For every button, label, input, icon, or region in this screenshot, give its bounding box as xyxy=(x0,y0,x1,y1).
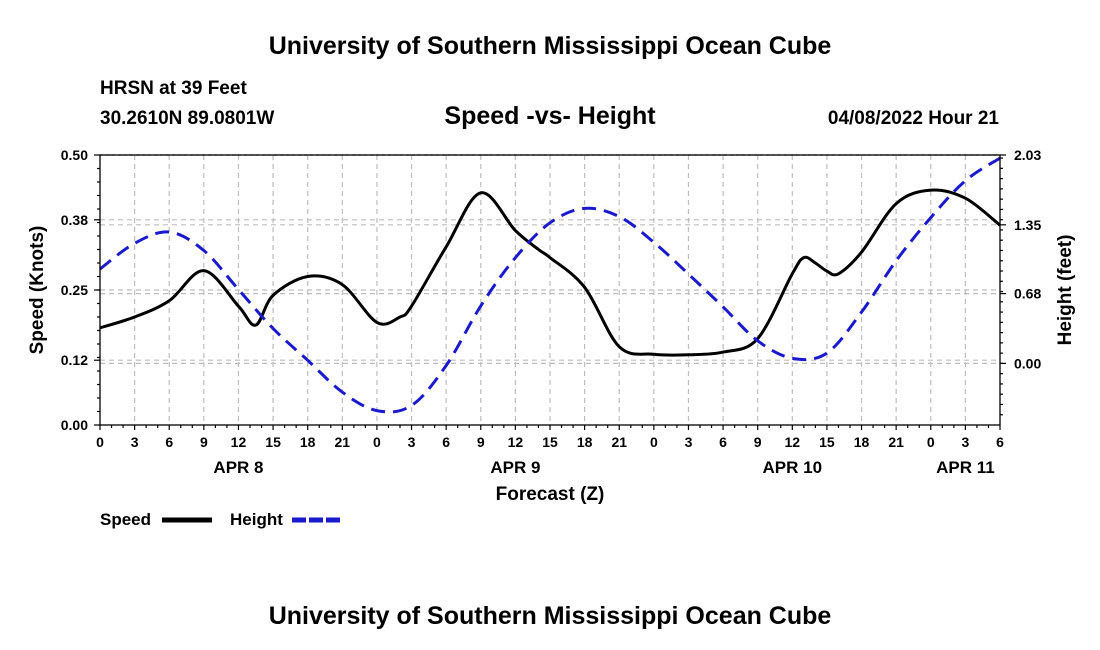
x-tick-label: 6 xyxy=(719,434,727,450)
x-tick-label: 15 xyxy=(819,434,835,450)
x-tick-label: 18 xyxy=(854,434,870,450)
timestamp-label: 04/08/2022 Hour 21 xyxy=(828,108,1000,129)
x-tick-label: 15 xyxy=(542,434,558,450)
y-right-tick-label: 2.03 xyxy=(1014,147,1041,163)
grid xyxy=(100,154,1000,425)
x-tick-label: 0 xyxy=(927,434,935,450)
x-tick-label: 18 xyxy=(577,434,593,450)
x-tick-label: 9 xyxy=(477,434,485,450)
y-right-tick-label: 0.68 xyxy=(1014,286,1041,302)
y-axis-label-left: Speed (Knots) xyxy=(27,226,48,355)
axis-ticks: 0 3 6 9 12 15 18 21 0 3 6 9 12 15 18 21 0 3 6 9 12 15 18 21 0 3 6A… xyxy=(61,147,1042,477)
y-right-tick-label: 0.00 xyxy=(1014,355,1041,371)
x-day-label: APR 9 xyxy=(490,458,540,477)
x-tick-label: 21 xyxy=(888,434,904,450)
x-tick-label: 15 xyxy=(265,434,281,450)
x-day-label: APR 10 xyxy=(763,458,823,477)
x-tick-label: 12 xyxy=(508,434,524,450)
x-axis-label: Forecast (Z) xyxy=(496,484,605,505)
x-tick-label: 12 xyxy=(231,434,247,450)
x-tick-label: 6 xyxy=(996,434,1004,450)
x-tick-label: 12 xyxy=(785,434,801,450)
series xyxy=(99,156,1001,414)
y-right-tick-label: 1.35 xyxy=(1014,217,1041,233)
chart-subtitle: Speed -vs- Height xyxy=(444,102,656,130)
x-tick-label: 0 xyxy=(650,434,658,450)
x-tick-label: 21 xyxy=(335,434,351,450)
x-day-label: APR 11 xyxy=(936,458,995,477)
x-tick-label: 9 xyxy=(200,434,208,450)
series-line-height xyxy=(99,156,1001,414)
x-tick-label: 21 xyxy=(611,434,627,450)
x-tick-label: 0 xyxy=(373,434,381,450)
x-tick-label: 9 xyxy=(754,434,762,450)
y-left-tick-label: 0.38 xyxy=(61,212,88,228)
x-tick-label: 3 xyxy=(685,434,693,450)
y-left-tick-label: 0.50 xyxy=(61,147,88,163)
location-label: 30.2610N 89.0801W xyxy=(100,108,274,129)
y-left-tick-label: 0.00 xyxy=(61,417,88,433)
x-tick-label: 3 xyxy=(131,434,139,450)
footer-title: University of Southern Mississippi Ocean… xyxy=(269,602,832,630)
legend: Speed Height xyxy=(100,510,342,529)
x-day-label: APR 8 xyxy=(213,458,263,477)
x-tick-label: 3 xyxy=(408,434,416,450)
y-left-tick-label: 0.12 xyxy=(61,352,88,368)
chart-title: University of Southern Mississippi Ocean… xyxy=(269,32,832,60)
station-label: HRSN at 39 Feet xyxy=(100,78,247,99)
x-tick-label: 6 xyxy=(442,434,450,450)
x-tick-label: 3 xyxy=(961,434,969,450)
legend-speed-label: Speed xyxy=(100,510,151,529)
x-tick-label: 18 xyxy=(300,434,316,450)
y-left-tick-label: 0.25 xyxy=(61,282,88,298)
x-tick-label: 6 xyxy=(165,434,173,450)
x-tick-label: 0 xyxy=(96,434,104,450)
y-axis-label-right: Height (feet) xyxy=(1055,235,1076,346)
legend-height-label: Height xyxy=(230,510,283,529)
